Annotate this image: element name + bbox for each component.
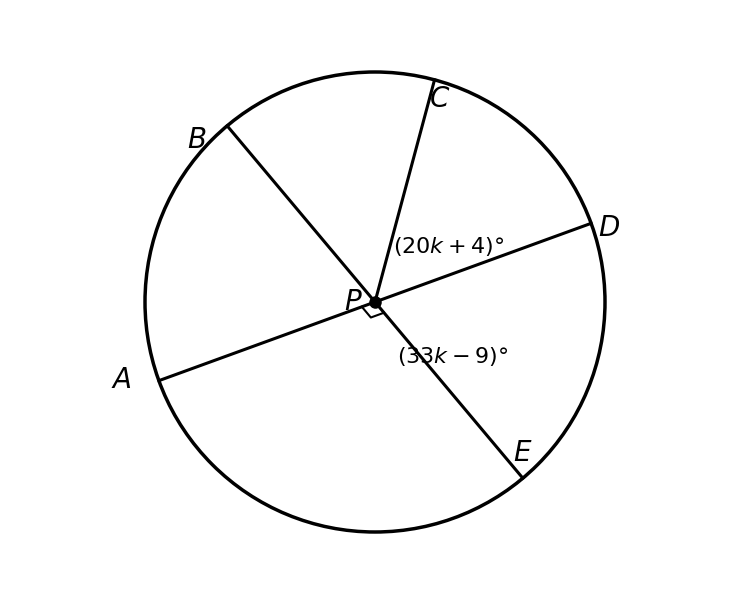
Text: $E$: $E$: [513, 440, 532, 467]
Text: $C$: $C$: [429, 86, 450, 114]
Text: $(20k + 4)°$: $(20k + 4)°$: [393, 236, 504, 259]
Text: $P$: $P$: [344, 289, 362, 315]
Text: $(33k - 9)°$: $(33k - 9)°$: [397, 345, 508, 368]
Text: $D$: $D$: [598, 215, 620, 242]
Text: $A$: $A$: [110, 367, 131, 394]
Text: $B$: $B$: [188, 127, 207, 154]
